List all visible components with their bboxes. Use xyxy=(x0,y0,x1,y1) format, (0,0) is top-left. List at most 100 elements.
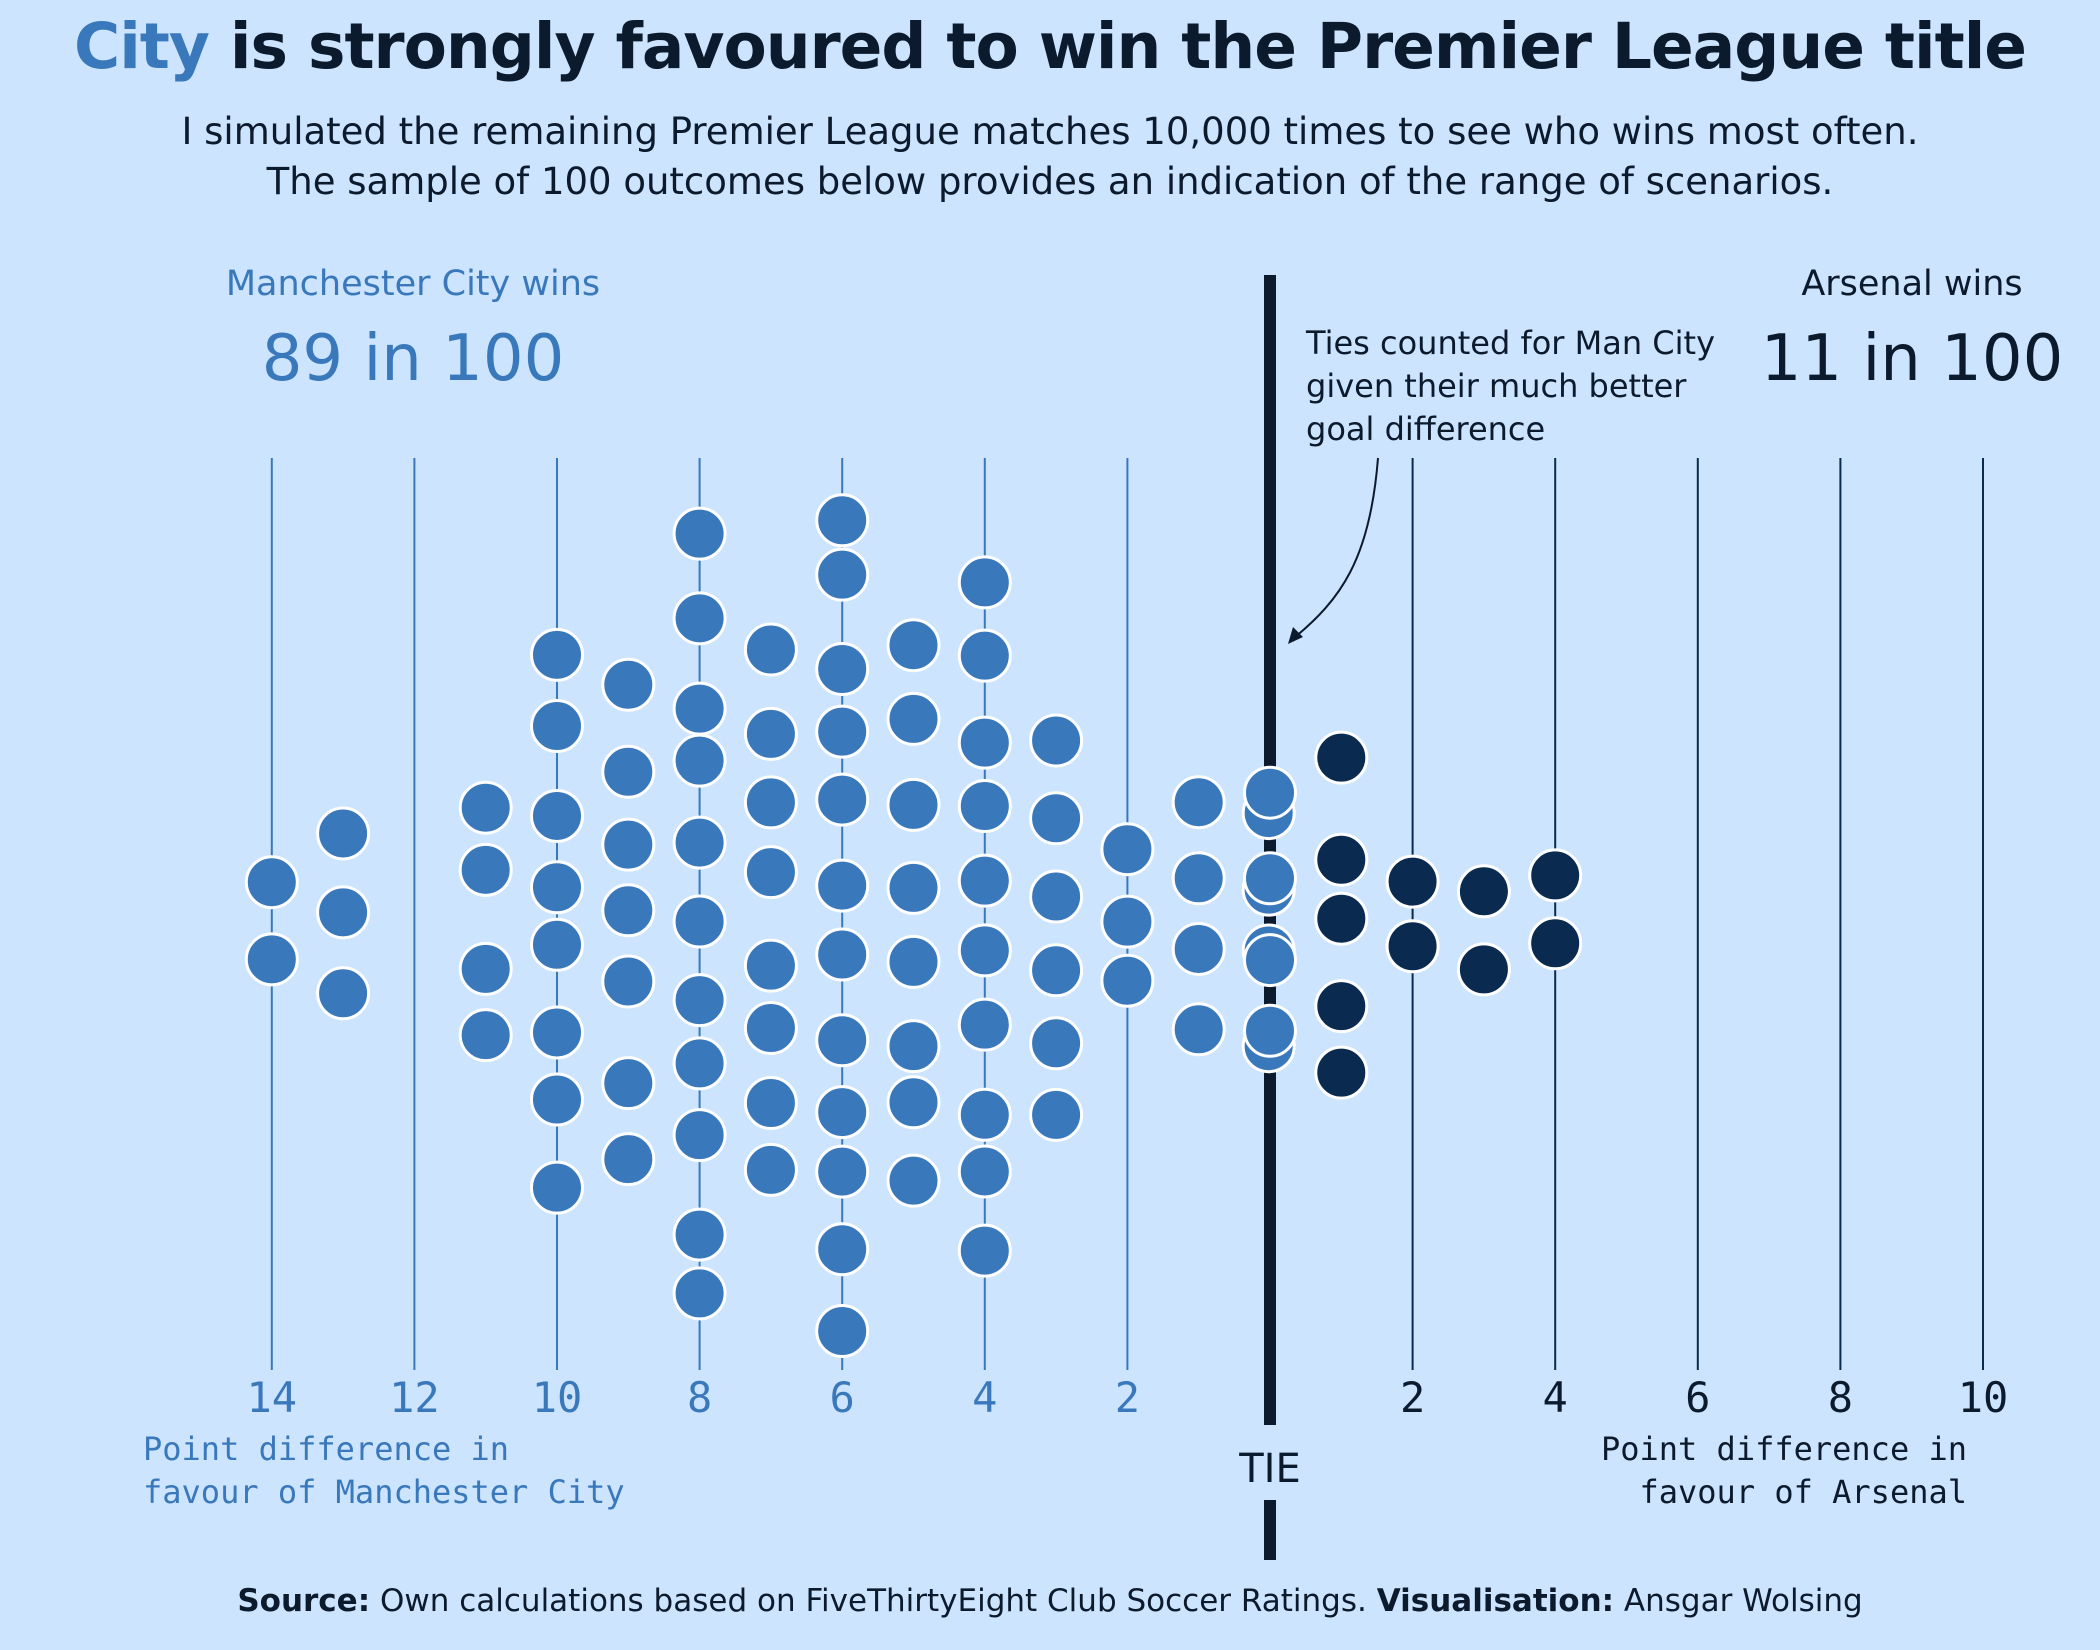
xlabel-right-line-2: favour of Arsenal xyxy=(1639,1473,1967,1511)
city-win-dot xyxy=(815,927,870,982)
city-win-dot xyxy=(815,1304,870,1359)
chart-title: City is strongly favoured to win the Pre… xyxy=(0,10,2100,83)
title-rest: is strongly favoured to win the Premier … xyxy=(208,10,2027,83)
city-wins-count: 89 in 100 xyxy=(262,322,565,396)
subtitle-line-2: The sample of 100 outcomes below provide… xyxy=(266,160,1834,203)
arsenal-wins-count: 11 in 100 xyxy=(1761,322,2064,396)
city-win-dot xyxy=(743,622,798,677)
city-win-dot xyxy=(601,657,656,712)
city-win-dot xyxy=(672,1036,727,1091)
city-win-dot xyxy=(530,860,584,915)
city-win-dot xyxy=(530,1072,584,1127)
tick-label: 6 xyxy=(1685,1373,1710,1422)
visualisation-label: Visualisation: xyxy=(1376,1583,1615,1619)
arsenal-win-dot xyxy=(1528,916,1583,971)
city-win-dot xyxy=(815,704,870,759)
city-win-dot xyxy=(815,493,870,548)
city-win-dot xyxy=(957,555,1012,610)
city-win-dot xyxy=(886,860,941,915)
city-win-dot xyxy=(743,775,798,830)
source-text: Own calculations based on FiveThirtyEigh… xyxy=(370,1583,1377,1619)
city-win-dot xyxy=(530,627,584,682)
city-win-dot xyxy=(672,1266,727,1321)
city-win-dot xyxy=(601,1132,656,1187)
city-win-dot xyxy=(1100,822,1155,877)
city-win-dot xyxy=(1029,713,1084,768)
city-win-dot xyxy=(672,1108,727,1163)
city-win-dot xyxy=(672,815,727,870)
city-win-dot xyxy=(316,885,371,940)
city-win-dot xyxy=(815,1222,870,1277)
city-win-dot xyxy=(530,788,584,843)
city-win-dot xyxy=(601,1056,656,1111)
city-win-dot xyxy=(815,1144,870,1199)
city-win-dot xyxy=(886,1019,941,1074)
tick-label: 6 xyxy=(830,1373,855,1422)
city-win-dot xyxy=(1029,943,1084,998)
city-win-dot xyxy=(672,1207,727,1262)
tick-label: 4 xyxy=(972,1373,997,1422)
city-win-dot xyxy=(743,1001,798,1056)
city-win-dot xyxy=(601,954,656,1009)
city-win-dot xyxy=(1171,921,1226,976)
title-accent: City xyxy=(73,10,210,83)
arsenal-win-dot xyxy=(1456,864,1511,919)
tick-label: 12 xyxy=(389,1373,440,1422)
arsenal-win-dot xyxy=(1528,848,1583,903)
annotation-arrowhead xyxy=(1288,627,1303,644)
city-win-dot xyxy=(815,858,870,913)
city-win-dot xyxy=(1029,869,1084,924)
city-win-dot xyxy=(957,1144,1012,1199)
arsenal-win-dot xyxy=(1314,730,1369,785)
subtitle-line-1: I simulated the remaining Premier League… xyxy=(181,110,1919,153)
source-label: Source: xyxy=(237,1583,371,1619)
city-wins-label: Manchester City wins xyxy=(226,264,600,304)
city-win-dot xyxy=(957,779,1012,834)
city-win-dot xyxy=(672,894,727,949)
city-win-dot xyxy=(672,973,727,1028)
city-win-dot xyxy=(244,932,299,987)
city-win-dot xyxy=(957,715,1012,770)
city-win-dot xyxy=(1100,953,1155,1008)
city-win-dot xyxy=(1100,894,1155,949)
city-win-dot xyxy=(815,642,870,697)
city-win-dot xyxy=(743,706,798,761)
city-win-dot xyxy=(957,1223,1012,1278)
city-win-dot xyxy=(530,917,584,972)
tick-label: 8 xyxy=(1828,1373,1853,1422)
city-win-dot xyxy=(957,923,1012,978)
city-win-dot xyxy=(1029,1016,1084,1071)
city-win-dot xyxy=(458,941,513,996)
city-win-dot xyxy=(886,691,941,746)
city-win-dot xyxy=(886,1075,941,1130)
city-win-dot xyxy=(672,591,727,646)
city-win-dot xyxy=(601,883,656,938)
city-win-dot xyxy=(1171,775,1226,830)
tick-label: 2 xyxy=(1115,1373,1140,1422)
city-win-dot xyxy=(672,506,727,561)
city-win-dot xyxy=(601,744,656,799)
source-caption: Source: Own calculations based on FiveTh… xyxy=(0,1583,2100,1619)
city-win-dot xyxy=(886,1153,941,1208)
tie-label: TIE xyxy=(1238,1446,1301,1492)
city-win-dot xyxy=(316,966,371,1021)
xlabel-right-line-1: Point difference in xyxy=(1601,1430,1967,1468)
city-win-dot xyxy=(1171,851,1226,906)
city-win-dot xyxy=(244,855,299,910)
city-win-dot xyxy=(1171,1002,1226,1057)
city-win-dot xyxy=(1243,933,1297,988)
city-win-dot xyxy=(886,777,941,832)
city-win-dot xyxy=(530,1005,584,1060)
tie-annotation-line: given their much better xyxy=(1306,367,1687,405)
tick-label: 10 xyxy=(532,1373,583,1422)
city-win-dot xyxy=(672,681,727,736)
arsenal-win-dot xyxy=(1385,854,1440,909)
city-win-dot xyxy=(458,1008,513,1063)
tick-label: 8 xyxy=(687,1373,712,1422)
arsenal-win-dot xyxy=(1456,942,1511,997)
city-win-dot xyxy=(957,853,1012,908)
city-win-dot xyxy=(815,1013,870,1068)
tick-label: 14 xyxy=(247,1373,298,1422)
city-win-dot xyxy=(458,780,513,835)
arsenal-win-dot xyxy=(1314,891,1369,946)
